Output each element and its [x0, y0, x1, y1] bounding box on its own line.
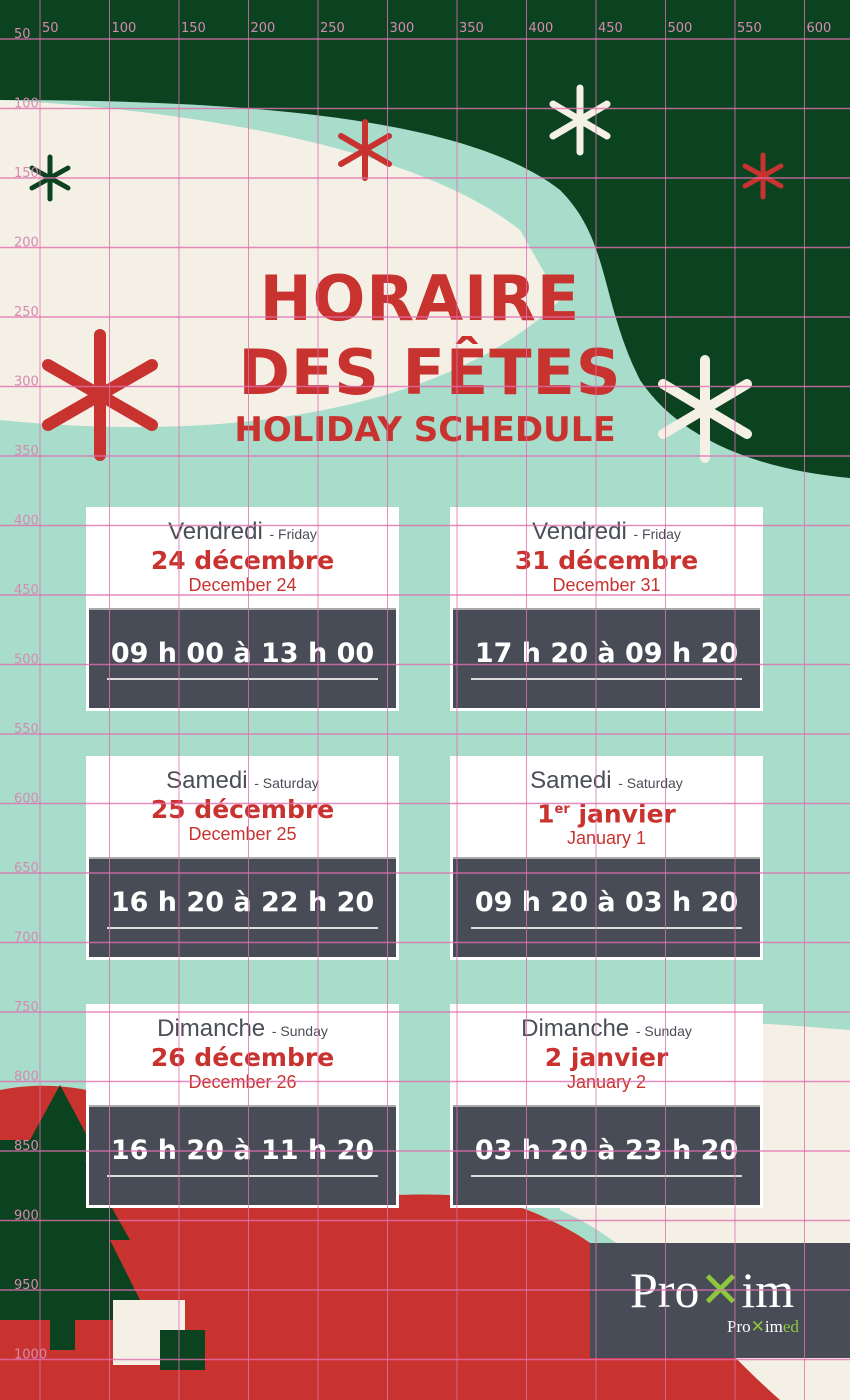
gift-icon: [113, 1300, 205, 1370]
date-en: January 1: [566, 828, 647, 849]
day-label: Dimanche - Sunday: [521, 1015, 692, 1042]
hours-text: 09 h 20 à 03 h 20: [474, 887, 739, 918]
schedule-card: Samedi - Saturday 25 décembre December 2…: [86, 756, 399, 960]
hours-text: 16 h 20 à 11 h 20: [110, 1135, 375, 1166]
schedule-card: Vendredi - Friday 24 décembre December 2…: [86, 507, 399, 711]
hours-box: 09 h 20 à 03 h 20: [453, 857, 760, 957]
underline: [107, 678, 378, 680]
date-en: January 2: [566, 1072, 647, 1092]
schedule-card: Samedi - Saturday 1er janvier January 1 …: [450, 756, 763, 960]
snowflake-icon: [658, 355, 752, 463]
underline: [107, 1175, 378, 1177]
day-label: Samedi - Saturday: [166, 767, 319, 794]
date-fr: 31 décembre: [514, 546, 699, 575]
snowflake-icon: [742, 152, 784, 200]
day-label: Samedi - Saturday: [530, 767, 683, 794]
snowflake-icon: [549, 84, 611, 156]
hours-box: 09 h 00 à 13 h 00: [89, 608, 396, 708]
hours-box: 17 h 20 à 09 h 20: [453, 608, 760, 708]
proxim-logo: Pro✕im Pro✕imed: [590, 1243, 850, 1358]
date-fr: 26 décembre: [150, 1043, 335, 1072]
snowflake-icon: [42, 329, 158, 461]
date-fr: 24 décembre: [150, 546, 335, 575]
day-label: Vendredi - Friday: [532, 518, 681, 545]
date-en: December 26: [188, 1072, 297, 1092]
underline: [107, 927, 378, 929]
hours-text: 03 h 20 à 23 h 20: [474, 1135, 739, 1166]
hours-box: 03 h 20 à 23 h 20: [453, 1105, 760, 1205]
date-fr: 2 janvier: [544, 1043, 669, 1072]
day-label: Dimanche - Sunday: [157, 1015, 328, 1042]
schedule-card: Dimanche - Sunday 26 décembre December 2…: [86, 1004, 399, 1208]
title-line3: HOLIDAY SCHEDULE: [234, 410, 616, 450]
date-en: December 31: [552, 575, 661, 595]
underline: [471, 678, 742, 680]
date-fr: 1er janvier: [537, 799, 676, 829]
schedule-card: Vendredi - Friday 31 décembre December 3…: [450, 507, 763, 711]
title-line1: HORAIRE: [259, 262, 581, 335]
hours-text: 16 h 20 à 22 h 20: [110, 887, 375, 918]
date-en: December 24: [188, 575, 297, 595]
date-fr: 25 décembre: [150, 795, 335, 824]
snowflake-icon: [338, 119, 392, 181]
day-label: Vendredi - Friday: [168, 518, 317, 545]
logo-sub: Pro✕imed: [727, 1317, 799, 1336]
date-en: December 25: [188, 824, 297, 844]
underline: [471, 927, 742, 929]
hours-box: 16 h 20 à 22 h 20: [89, 857, 396, 957]
logo-brand: Pro✕im: [630, 1262, 795, 1318]
hours-text: 17 h 20 à 09 h 20: [474, 638, 739, 669]
underline: [471, 1175, 742, 1177]
title-line2: DES FÊTES: [238, 336, 622, 409]
schedule-card: Dimanche - Sunday 2 janvier January 2 03…: [450, 1004, 763, 1208]
hours-text: 09 h 00 à 13 h 00: [110, 638, 375, 669]
hours-box: 16 h 20 à 11 h 20: [89, 1105, 396, 1205]
